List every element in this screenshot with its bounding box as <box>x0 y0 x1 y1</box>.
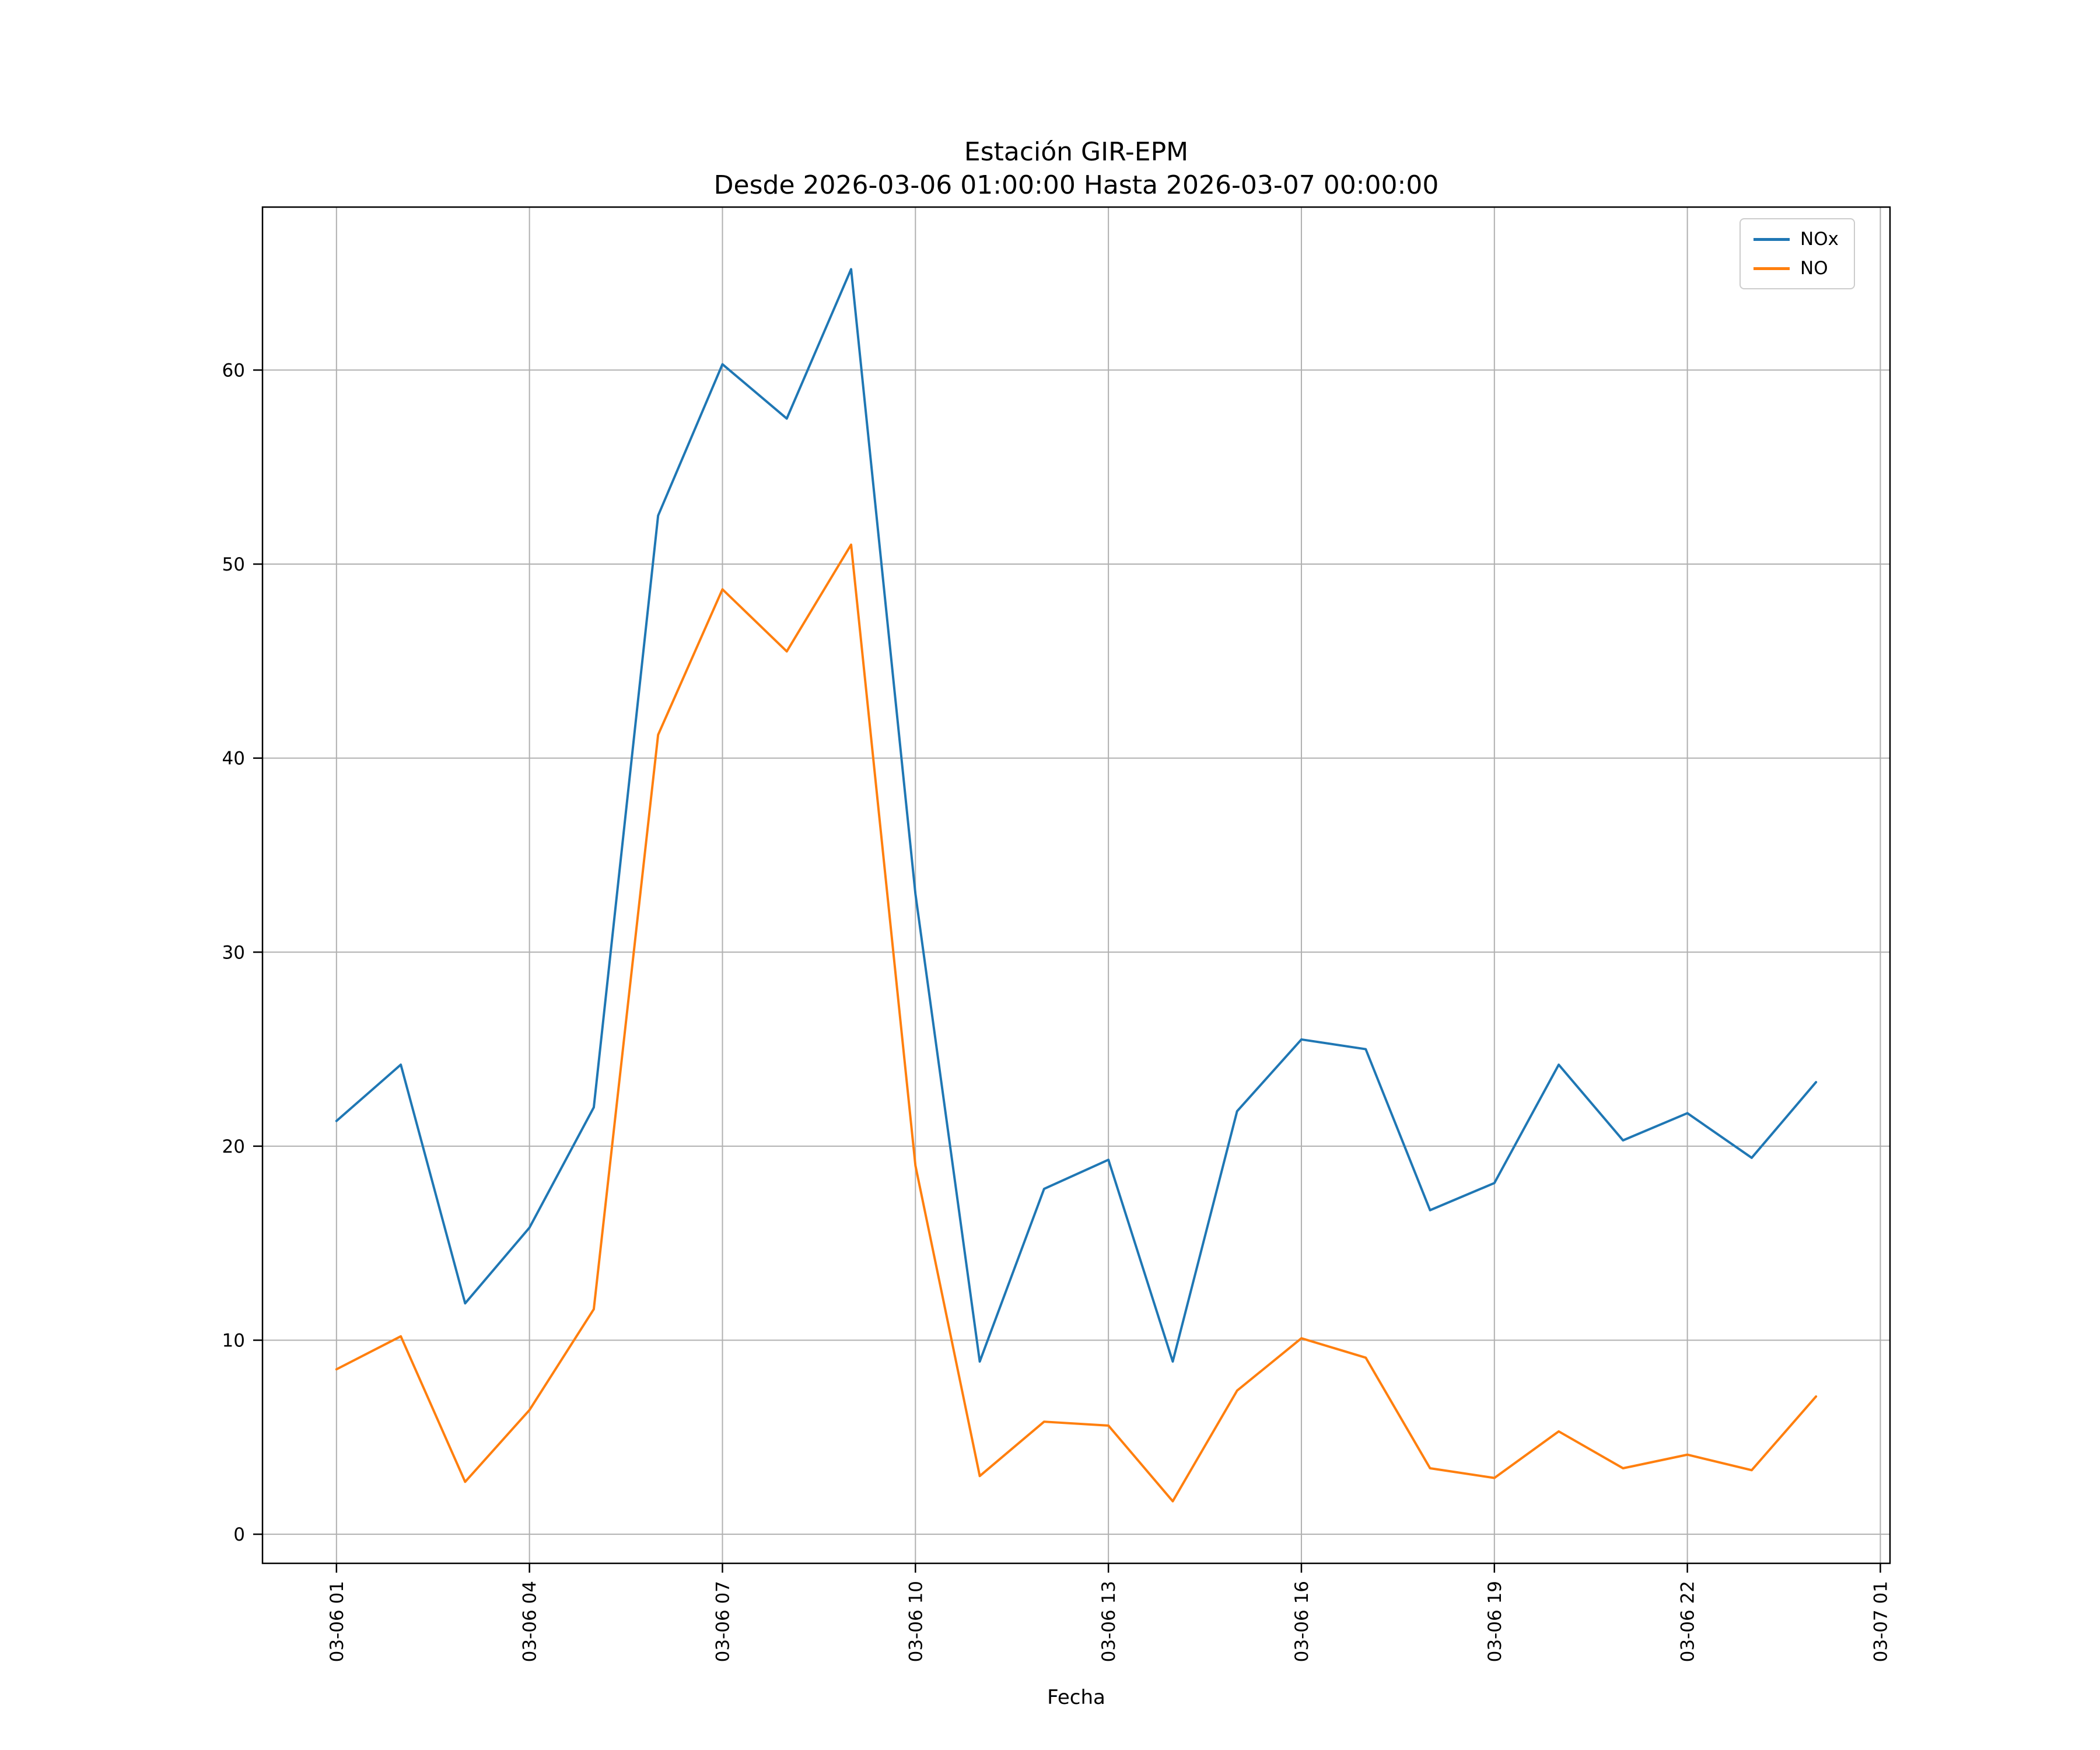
svg-text:03-07 01: 03-07 01 <box>1870 1581 1891 1662</box>
svg-text:03-06 19: 03-06 19 <box>1485 1581 1506 1662</box>
legend: NOx NO <box>1740 218 1855 289</box>
legend-label-no: NO <box>1800 258 1828 279</box>
svg-text:03-06 13: 03-06 13 <box>1098 1581 1119 1662</box>
chart-title-line2: Desde 2026-03-06 01:00:00 Hasta 2026-03-… <box>713 170 1439 201</box>
svg-text:60: 60 <box>222 360 245 381</box>
nox-line-swatch <box>1754 237 1790 241</box>
svg-text:40: 40 <box>222 748 245 769</box>
svg-text:03-06 07: 03-06 07 <box>712 1581 733 1662</box>
legend-label-nox: NOx <box>1800 229 1839 250</box>
svg-text:03-06 04: 03-06 04 <box>520 1581 541 1662</box>
svg-text:50: 50 <box>222 554 245 575</box>
svg-text:20: 20 <box>222 1136 245 1157</box>
x-axis-label: Fecha <box>1047 1686 1105 1709</box>
chart-title-line1: Estación GIR-EPM <box>964 137 1189 167</box>
svg-text:03-06 01: 03-06 01 <box>327 1581 348 1662</box>
chart-title: Estación GIR-EPM Desde 2026-03-06 01:00:… <box>262 135 1890 202</box>
svg-text:0: 0 <box>233 1524 245 1545</box>
svg-text:03-06 16: 03-06 16 <box>1292 1581 1312 1662</box>
svg-text:30: 30 <box>222 942 245 963</box>
svg-text:03-06 22: 03-06 22 <box>1678 1581 1699 1662</box>
legend-item-nox: NOx <box>1754 229 1839 250</box>
legend-item-no: NO <box>1754 258 1839 279</box>
no-line-swatch <box>1754 267 1790 270</box>
svg-text:03-06 10: 03-06 10 <box>905 1581 926 1662</box>
svg-text:10: 10 <box>222 1330 245 1351</box>
